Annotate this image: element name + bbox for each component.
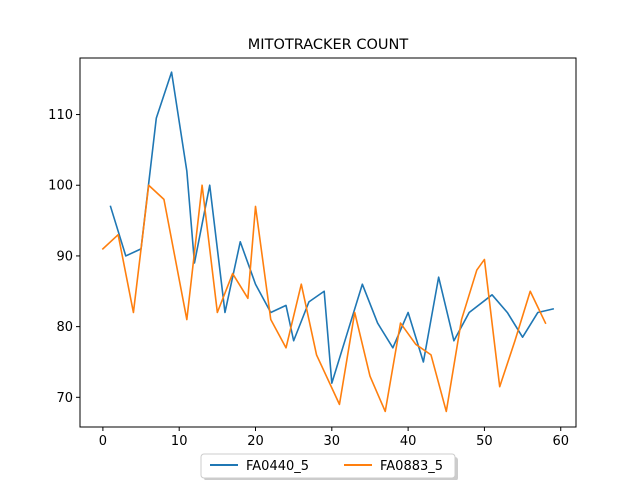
- y-tick-label: 100: [48, 179, 73, 194]
- x-tick-label: 50: [476, 434, 493, 449]
- x-tick-label: 60: [552, 434, 569, 449]
- series-line-fa0883-5: [101, 184, 547, 413]
- x-tick-label: 30: [324, 434, 341, 449]
- legend-box: [200, 453, 456, 479]
- legend-label-fa0883: FA0883_5: [380, 459, 443, 474]
- y-tick-label: 90: [56, 249, 73, 264]
- x-tick-label: 20: [247, 434, 264, 449]
- x-tick-label: 10: [171, 434, 188, 449]
- x-tick-label: 0: [99, 434, 107, 449]
- x-tick-label: 40: [400, 434, 417, 449]
- legend: FA0440_5 FA0883_5: [200, 453, 458, 480]
- series-layer: [101, 71, 555, 413]
- y-axis: 70 80 90 100 110: [48, 108, 80, 406]
- y-tick-label: 110: [48, 108, 73, 123]
- x-axis: 0 10 20 30 40 50 60: [99, 427, 569, 449]
- chart-title: MITOTRACKER COUNT: [248, 37, 409, 53]
- y-tick-label: 80: [56, 320, 73, 335]
- plot-background: [80, 58, 576, 427]
- plot-area: [79, 57, 577, 428]
- series-line-fa0440-5: [109, 71, 555, 384]
- legend-label-fa0440: FA0440_5: [246, 459, 309, 474]
- y-tick-label: 70: [56, 391, 73, 406]
- plot-frame: [79, 57, 577, 428]
